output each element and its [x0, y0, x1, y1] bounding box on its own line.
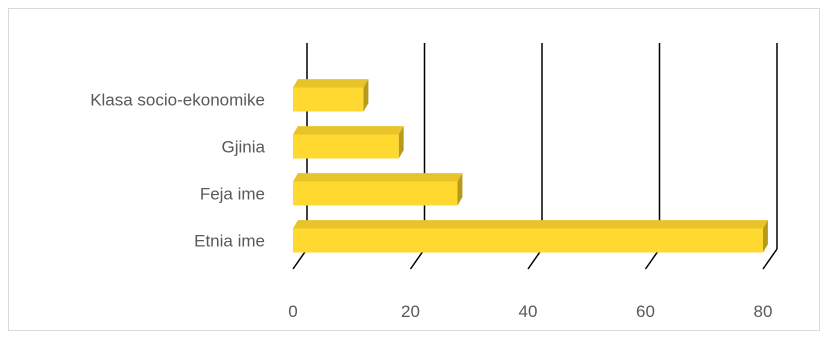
category-label: Feja ime	[200, 185, 265, 204]
bar	[293, 220, 768, 253]
bar-front-face	[293, 181, 458, 206]
x-tick-label: 0	[288, 302, 297, 321]
bar-top-face	[293, 126, 404, 135]
floor-line	[762, 248, 778, 270]
bar	[293, 126, 404, 159]
bar-top-face	[293, 79, 369, 88]
x-tick-label: 40	[519, 302, 538, 321]
x-tick-label: 60	[636, 302, 655, 321]
x-tick-label: 80	[754, 302, 773, 321]
bar-front-face	[293, 87, 364, 112]
category-label: Etnia ime	[194, 232, 265, 251]
ticks-layer: 0 20 40 60 80	[288, 302, 772, 321]
bar-side-face	[457, 173, 463, 206]
bar-chart: 0 20 40 60 80 Etnia ime Feja ime Gjinia Klasa s…	[90, 43, 778, 321]
bar-top-face	[293, 173, 463, 182]
bar-front-face	[293, 228, 763, 253]
bar	[293, 173, 463, 206]
bar-side-face	[763, 220, 768, 253]
bars-layer	[293, 79, 768, 253]
bar-side-face	[363, 79, 369, 112]
bar-top-face	[293, 220, 768, 229]
categories-layer: Etnia ime Feja ime Gjinia Klasa socio-ekono…	[90, 91, 265, 251]
category-label: Gjinia	[222, 138, 266, 157]
chart-frame: 0 20 40 60 80 Etnia ime Feja ime Gjinia Klasa s…	[8, 8, 820, 331]
bar-front-face	[293, 134, 399, 159]
x-tick-label: 20	[401, 302, 420, 321]
category-label: Klasa socio-ekonomike	[90, 91, 265, 110]
bar-side-face	[398, 126, 404, 159]
bar	[293, 79, 369, 112]
